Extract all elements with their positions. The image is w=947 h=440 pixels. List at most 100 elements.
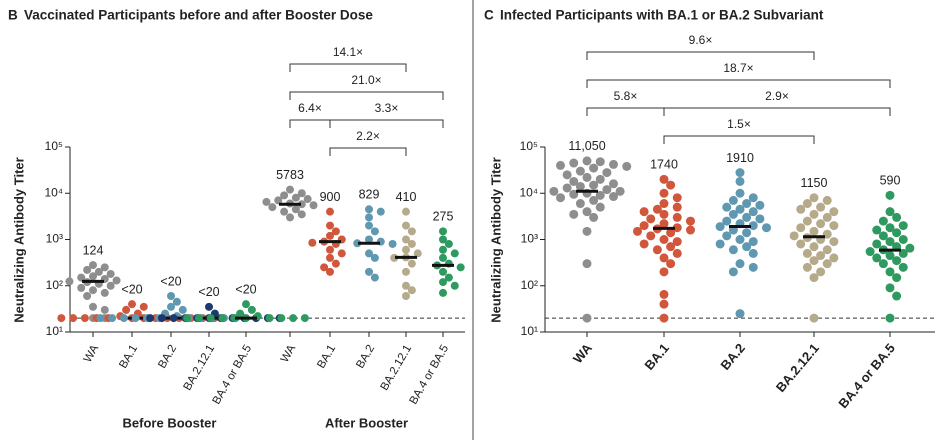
- data-point: [685, 216, 695, 226]
- data-point: [595, 190, 605, 200]
- y-tick-label: 10⁵: [520, 139, 538, 153]
- data-point: [659, 174, 669, 184]
- comparison-label: 3.3×: [375, 101, 399, 115]
- data-point: [286, 213, 294, 222]
- data-point: [796, 204, 806, 214]
- data-point: [402, 267, 410, 276]
- y-tick-label: 10²: [46, 278, 63, 292]
- y-axis-label: Neutralizing Antibody Titer: [488, 157, 503, 322]
- chart-title: Infected Participants with BA.1 or BA.2 …: [500, 8, 824, 23]
- data-point: [556, 193, 566, 203]
- data-point: [898, 235, 908, 244]
- data-point: [878, 259, 888, 269]
- data-point: [569, 176, 579, 186]
- data-point: [582, 172, 592, 182]
- data-point: [450, 249, 459, 258]
- x-tick-label: WA: [82, 343, 102, 365]
- data-point: [89, 286, 97, 295]
- y-tick-label: 10³: [46, 232, 63, 246]
- data-point: [885, 237, 895, 247]
- data-point: [268, 203, 277, 212]
- data-point: [439, 288, 447, 297]
- data-point: [128, 300, 136, 309]
- data-point: [602, 185, 612, 195]
- data-point: [816, 219, 826, 229]
- data-point: [608, 179, 618, 189]
- data-point: [589, 180, 599, 190]
- data-point: [370, 273, 379, 282]
- median-label: 410: [396, 190, 417, 204]
- data-point: [94, 267, 103, 276]
- data-point: [407, 286, 416, 295]
- data-point: [589, 195, 599, 205]
- data-point: [672, 248, 682, 258]
- y-tick-label: 10⁴: [519, 185, 538, 199]
- data-point: [556, 160, 566, 170]
- x-tick-label: BA.4 or BA.5: [211, 343, 255, 407]
- data-point: [742, 242, 752, 252]
- data-point: [905, 243, 915, 253]
- data-point: [728, 209, 738, 219]
- data-point: [809, 193, 819, 203]
- comparison-bracket: [586, 107, 665, 116]
- data-point: [802, 216, 812, 226]
- data-point: [878, 231, 888, 241]
- data-point: [735, 168, 745, 178]
- comparison-label: 18.7×: [723, 61, 753, 75]
- data-point: [100, 263, 109, 272]
- data-point: [822, 212, 832, 222]
- data-point: [297, 200, 306, 209]
- data-point: [167, 302, 175, 311]
- data-point: [337, 249, 346, 258]
- data-point: [898, 221, 908, 231]
- data-point: [595, 202, 605, 212]
- data-point: [666, 259, 676, 269]
- data-point: [247, 305, 256, 314]
- data-point: [300, 314, 309, 323]
- y-tick-label: 10⁴: [44, 185, 63, 199]
- data-point: [816, 251, 826, 261]
- data-point: [742, 228, 752, 238]
- data-point: [659, 209, 669, 219]
- data-point: [755, 214, 765, 224]
- data-point: [100, 288, 109, 297]
- data-point: [748, 207, 758, 217]
- data-point: [748, 237, 758, 247]
- chart-title: Vaccinated Participants before and after…: [24, 8, 373, 23]
- data-point: [735, 309, 745, 319]
- data-point: [407, 239, 416, 248]
- data-point: [96, 314, 105, 323]
- data-point: [735, 259, 745, 269]
- data-point: [365, 235, 373, 244]
- data-point: [672, 212, 682, 222]
- data-point: [439, 253, 447, 262]
- data-point: [829, 221, 839, 231]
- data-point: [303, 195, 312, 204]
- data-point: [809, 273, 819, 283]
- data-point: [582, 156, 592, 166]
- data-point: [205, 302, 213, 311]
- data-point: [659, 219, 669, 229]
- data-point: [119, 314, 128, 323]
- data-point: [878, 216, 888, 226]
- data-point: [402, 207, 410, 216]
- data-point: [582, 207, 592, 217]
- data-point: [659, 299, 669, 309]
- comparison-bracket: [663, 135, 815, 144]
- data-point: [80, 314, 89, 323]
- data-point: [659, 188, 669, 198]
- comparison-label: 2.9×: [765, 89, 789, 103]
- data-point: [326, 267, 334, 276]
- data-point: [659, 253, 669, 263]
- data-point: [885, 190, 895, 200]
- data-point: [402, 221, 410, 230]
- data-point: [646, 214, 656, 224]
- data-point: [365, 249, 373, 258]
- x-tick-label: BA.1: [117, 343, 140, 371]
- x-tick-label: BA.2.12.1: [182, 343, 218, 393]
- y-tick-label: 10¹: [46, 324, 63, 338]
- data-point: [549, 186, 559, 196]
- data-point: [413, 249, 422, 258]
- data-point: [439, 278, 447, 287]
- x-tick-label: BA.1: [315, 343, 338, 371]
